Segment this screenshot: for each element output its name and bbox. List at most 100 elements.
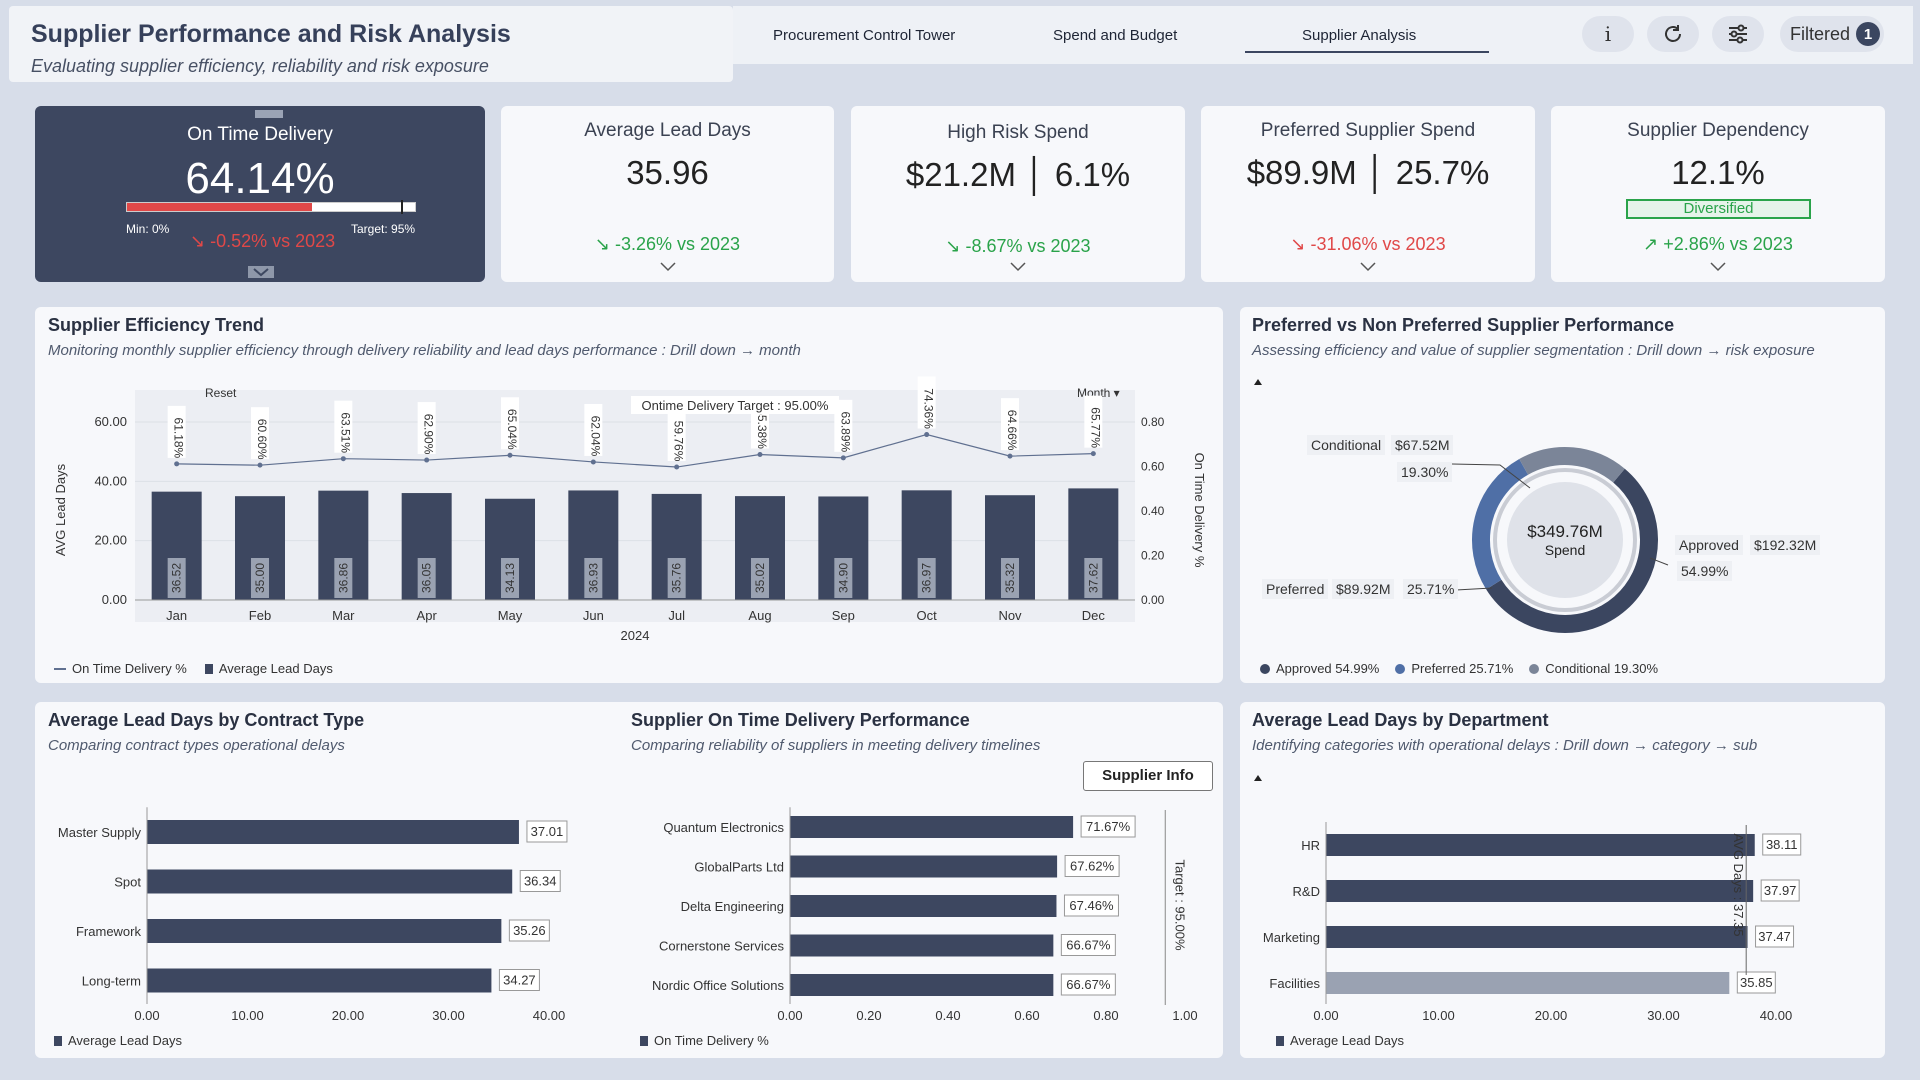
plot-area xyxy=(135,390,1135,622)
x-tick-label: 0.40 xyxy=(935,1008,960,1023)
bar xyxy=(147,968,492,993)
trend-subtitle: Monitoring monthly supplier efficiency t… xyxy=(48,342,801,359)
supplier-legend-label: On Time Delivery % xyxy=(654,1033,769,1048)
x-tick-label: 1.00 xyxy=(1172,1008,1197,1023)
bar xyxy=(790,816,1074,838)
line-label-bg xyxy=(1084,395,1103,448)
chevron-down-icon[interactable] xyxy=(1710,262,1726,272)
info-icon: i xyxy=(1604,22,1612,46)
line-data-label: 63.51% xyxy=(338,412,352,453)
bar-data-label: 35.32 xyxy=(1003,563,1017,593)
approved-pct: 54.99% xyxy=(1677,561,1733,581)
tab-procurement-control-tower[interactable]: Procurement Control Tower xyxy=(773,27,956,44)
trend-legend-line: On Time Delivery % xyxy=(72,661,187,676)
kpi-dep-label: Supplier Dependency xyxy=(1627,120,1809,141)
bar-legend-icon xyxy=(204,663,213,674)
bar-data-label: 71.67% xyxy=(1086,819,1131,834)
department-chart[interactable]: HR 38.11 R&D 37.97 Marketing 37.47 Facilities 3… xyxy=(1240,800,1885,1040)
donut-legend-approved[interactable]: Approved 54.99% xyxy=(1276,661,1380,676)
chevron-down-icon[interactable] xyxy=(1360,262,1376,272)
drill-up-icon[interactable] xyxy=(1252,772,1264,784)
data-label-box xyxy=(1060,934,1116,956)
supplier-segment-donut[interactable] xyxy=(1240,380,1885,650)
bar-label-bg xyxy=(251,558,269,598)
x-tick-label: 30.00 xyxy=(432,1008,465,1023)
y2-tick-label: 0.00 xyxy=(1141,593,1165,607)
supplier-otd-chart[interactable]: Quantum Electronics 71.67% GlobalParts Ltd… xyxy=(600,800,1220,1040)
line-legend-icon xyxy=(54,667,66,670)
page-title: Supplier Performance and Risk Analysis xyxy=(31,20,511,48)
data-label-box xyxy=(1063,894,1119,917)
chevron-down-icon[interactable] xyxy=(659,262,676,272)
bar-data-label: 67.46% xyxy=(1069,898,1114,913)
bar-label-bg xyxy=(667,558,686,598)
bar xyxy=(1326,834,1755,856)
supplier-legend: On Time Delivery % xyxy=(640,1033,769,1048)
otd-delta: ↘ -0.52% vs 2023 xyxy=(190,231,336,251)
bar-label-bg xyxy=(501,558,519,598)
bar-label-bg xyxy=(334,558,353,598)
x-tick-label: May xyxy=(498,608,523,623)
bar-data-label: 36.05 xyxy=(420,563,434,593)
kpi-on-time-delivery[interactable]: On Time Delivery 64.14% Min: 0% Target: … xyxy=(35,106,485,282)
active-tab-indicator xyxy=(1245,51,1489,53)
refresh-button[interactable] xyxy=(1647,16,1699,52)
supplier-info-button[interactable]: Supplier Info xyxy=(1083,761,1213,791)
kpi-pref-delta: ↘ -31.06% vs 2023 xyxy=(1290,234,1446,254)
line-data-label: 74.36% xyxy=(922,388,936,429)
bar-data-label: 37.62 xyxy=(1086,563,1100,593)
dependency-status-badge: Diversified xyxy=(1626,199,1811,219)
kpi-otd-label: On Time Delivery xyxy=(187,124,333,145)
trend-legend: On Time Delivery % Average Lead Days xyxy=(54,661,333,676)
x-tick-label: 0.60 xyxy=(1014,1008,1039,1023)
kpi-supplier-dependency[interactable]: Supplier Dependency 12.1% Diversified ↗ … xyxy=(1551,106,1885,282)
supplier-subtitle: Comparing reliability of suppliers in me… xyxy=(631,737,1041,754)
bar-data-label: 34.90 xyxy=(836,563,850,593)
bar xyxy=(147,869,513,894)
data-label-box xyxy=(1060,973,1116,996)
line-label-bg xyxy=(334,400,353,453)
conditional-leader xyxy=(1451,463,1531,489)
bar-data-label: 34.27 xyxy=(503,973,536,988)
line-label-bg xyxy=(1001,398,1019,451)
x-tick-label: 0.00 xyxy=(777,1008,802,1023)
tab-supplier-analysis[interactable]: Supplier Analysis xyxy=(1302,27,1417,44)
donut-legend: Approved 54.99% Preferred 25.71% Conditi… xyxy=(1260,661,1658,676)
x-tick-label: 10.00 xyxy=(231,1008,264,1023)
line-label-bg xyxy=(501,397,519,450)
line-label-bg xyxy=(251,407,269,460)
y2-tick-label: 0.40 xyxy=(1141,504,1165,518)
data-label-box xyxy=(498,969,540,991)
efficiency-trend-chart[interactable]: Reset Month ▾0.0020.0040.0060.000.000.200… xyxy=(35,370,1223,660)
kpi-preferred-supplier-spend[interactable]: Preferred Supplier Spend $89.9M │ 25.7% … xyxy=(1201,106,1535,282)
year-label: 2024 xyxy=(621,628,650,643)
y-tick-label: 60.00 xyxy=(94,414,127,429)
bar-data-label: 35.00 xyxy=(253,563,267,593)
donut-legend-conditional[interactable]: Conditional 19.30% xyxy=(1545,661,1659,676)
filter-settings-button[interactable] xyxy=(1712,16,1764,52)
info-button[interactable]: i xyxy=(1582,16,1634,52)
drill-up-icon[interactable] xyxy=(1252,376,1264,388)
donut-legend-preferred[interactable]: Preferred 25.71% xyxy=(1411,661,1514,676)
filtered-button[interactable]: Filtered 1 xyxy=(1780,16,1884,52)
expand-icon[interactable] xyxy=(248,266,274,278)
bar xyxy=(790,895,1057,917)
chevron-down-icon[interactable] xyxy=(1010,262,1026,272)
data-label-box xyxy=(1755,925,1795,948)
bar-data-label: 36.86 xyxy=(336,563,350,593)
y-axis-label: AVG Lead Days xyxy=(53,463,68,556)
contract-type-chart[interactable]: Master Supply 37.01 Spot 36.34 Framework 35.2… xyxy=(35,800,595,1040)
bar-data-label: 35.02 xyxy=(753,563,767,593)
line-data-label: 62.90% xyxy=(422,414,436,455)
kpi-average-lead-days[interactable]: Average Lead Days 35.96 ↘ -3.26% vs 2023 xyxy=(501,106,834,282)
preferred-value: $89.92M xyxy=(1332,579,1395,599)
x-tick-label: Mar xyxy=(332,608,355,623)
x-tick-label: Apr xyxy=(417,608,438,623)
kpi-high-risk-spend[interactable]: High Risk Spend $21.2M │ 6.1% ↘ -8.67% v… xyxy=(851,106,1185,282)
preferred-pct: 25.71% xyxy=(1403,579,1459,599)
category-label: Nordic Office Solutions xyxy=(652,978,784,993)
preferred-slice xyxy=(1472,459,1529,590)
tab-spend-and-budget[interactable]: Spend and Budget xyxy=(1053,27,1178,44)
kpi-dep-delta: ↗ +2.86% vs 2023 xyxy=(1643,234,1793,254)
conditional-pct: 19.30% xyxy=(1397,462,1453,482)
